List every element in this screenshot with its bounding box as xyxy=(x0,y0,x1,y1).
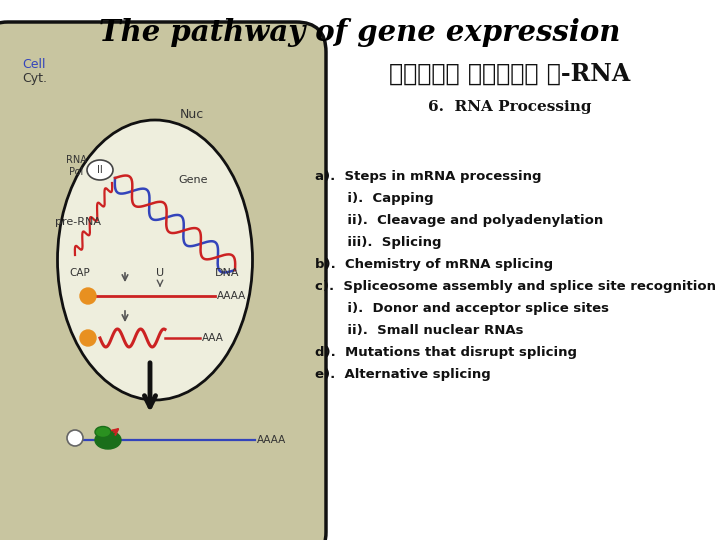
Circle shape xyxy=(67,430,83,446)
Text: 6.  RNA Processing: 6. RNA Processing xyxy=(428,100,592,114)
Text: c).  Spliceosome assembly and splice site recognition: c). Spliceosome assembly and splice site… xyxy=(315,280,716,293)
Text: e).  Alternative splicing: e). Alternative splicing xyxy=(315,368,491,381)
Ellipse shape xyxy=(95,427,111,437)
Text: d).  Mutations that disrupt splicing: d). Mutations that disrupt splicing xyxy=(315,346,577,359)
Text: Cyt.: Cyt. xyxy=(22,72,47,85)
Text: Cell: Cell xyxy=(22,58,45,71)
Text: CAP: CAP xyxy=(70,268,91,278)
Text: AAA: AAA xyxy=(202,333,224,343)
Text: ii).  Small nuclear RNAs: ii). Small nuclear RNAs xyxy=(315,324,523,337)
Text: AAAA: AAAA xyxy=(217,291,246,301)
Circle shape xyxy=(80,330,96,346)
Text: b).  Chemistry of mRNA splicing: b). Chemistry of mRNA splicing xyxy=(315,258,553,271)
FancyBboxPatch shape xyxy=(0,42,308,540)
Text: Gene: Gene xyxy=(178,175,207,185)
Text: iii).  Splicing: iii). Splicing xyxy=(315,236,441,249)
Circle shape xyxy=(80,288,96,304)
Text: a).  Steps in mRNA processing: a). Steps in mRNA processing xyxy=(315,170,541,183)
Text: i).  Capping: i). Capping xyxy=(315,192,433,205)
Text: The pathway of gene expression: The pathway of gene expression xyxy=(99,18,621,47)
Text: pre-RNA: pre-RNA xyxy=(55,217,101,227)
Ellipse shape xyxy=(58,120,253,400)
Ellipse shape xyxy=(95,431,121,449)
Text: תהליך עיבוד ה-RNA: תהליך עיבוד ה-RNA xyxy=(390,62,631,86)
Text: ii).  Cleavage and polyadenylation: ii). Cleavage and polyadenylation xyxy=(315,214,603,227)
FancyBboxPatch shape xyxy=(0,22,326,540)
Text: i).  Donor and acceptor splice sites: i). Donor and acceptor splice sites xyxy=(315,302,609,315)
Text: U: U xyxy=(156,268,164,278)
Text: II: II xyxy=(97,165,103,175)
Text: RNA
Pol: RNA Pol xyxy=(66,155,86,177)
Text: DNA: DNA xyxy=(215,268,240,278)
Text: Nuc: Nuc xyxy=(180,108,204,121)
Ellipse shape xyxy=(87,160,113,180)
Text: AAAA: AAAA xyxy=(257,435,287,445)
